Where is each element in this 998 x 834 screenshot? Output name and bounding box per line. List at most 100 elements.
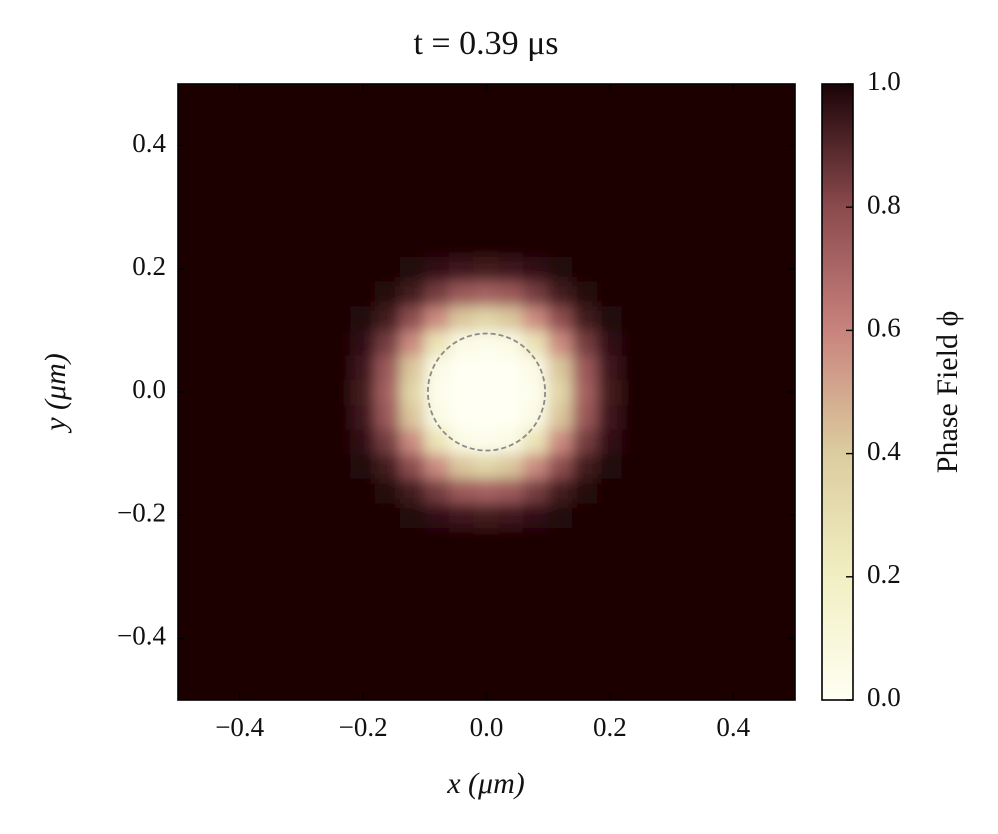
heatmap-cell bbox=[325, 132, 352, 159]
heatmap-cell bbox=[621, 403, 648, 430]
heatmap-cell bbox=[695, 551, 722, 578]
heatmap-cell bbox=[720, 453, 747, 479]
heatmap-cell bbox=[226, 132, 253, 159]
heatmap-cell bbox=[300, 84, 327, 110]
heatmap-cell bbox=[350, 354, 376, 381]
heatmap-cell bbox=[769, 650, 795, 676]
heatmap-cell bbox=[350, 157, 376, 184]
heatmap-cell bbox=[300, 182, 327, 208]
heatmap-cell bbox=[473, 403, 500, 430]
heatmap-cell bbox=[473, 502, 500, 529]
heatmap-cell bbox=[325, 453, 352, 479]
heatmap-cell bbox=[621, 576, 648, 602]
heatmap-cell bbox=[621, 84, 648, 110]
heatmap-cell bbox=[745, 551, 771, 578]
heatmap-cell bbox=[498, 354, 525, 381]
heatmap-cell bbox=[325, 674, 352, 700]
heatmap-cell bbox=[621, 206, 648, 233]
heatmap-cell bbox=[300, 477, 327, 504]
heatmap-cell bbox=[597, 600, 623, 627]
heatmap-cell bbox=[473, 206, 500, 233]
heatmap-cell bbox=[523, 600, 549, 627]
heatmap-cell bbox=[745, 354, 771, 381]
heatmap-cell bbox=[547, 551, 574, 578]
heatmap-cell bbox=[399, 576, 426, 602]
heatmap-cell bbox=[547, 527, 574, 553]
heatmap-cell bbox=[178, 182, 204, 208]
heatmap-cell bbox=[374, 502, 401, 529]
heatmap-cell bbox=[498, 132, 525, 159]
heatmap-cell bbox=[374, 527, 401, 553]
heatmap-cell bbox=[448, 453, 475, 479]
heatmap-cell bbox=[695, 305, 722, 331]
heatmap-cell bbox=[473, 231, 500, 257]
heatmap-cell bbox=[276, 428, 302, 455]
heatmap-cell bbox=[251, 231, 278, 257]
heatmap-cell bbox=[424, 428, 450, 455]
heatmap-cell bbox=[300, 255, 327, 282]
heatmap-cell bbox=[547, 329, 574, 356]
heatmap-cell bbox=[769, 354, 795, 381]
heatmap-cell bbox=[695, 527, 722, 553]
heatmap-cell bbox=[572, 576, 599, 602]
y-tick-label: −0.4 bbox=[117, 621, 166, 651]
heatmap-cell bbox=[695, 157, 722, 184]
heatmap-cell bbox=[621, 551, 648, 578]
heatmap-cell bbox=[202, 329, 228, 356]
heatmap-cell bbox=[745, 600, 771, 627]
heatmap-cell bbox=[720, 305, 747, 331]
heatmap-cell bbox=[300, 502, 327, 529]
heatmap-cell bbox=[523, 108, 549, 134]
heatmap-cell bbox=[523, 625, 549, 652]
heatmap-cell bbox=[374, 477, 401, 504]
heatmap-cell bbox=[350, 551, 376, 578]
heatmap-cell bbox=[276, 206, 302, 233]
heatmap-cell bbox=[671, 206, 697, 233]
heatmap-cell bbox=[671, 477, 697, 504]
heatmap-cell bbox=[547, 354, 574, 381]
heatmap-cell bbox=[276, 502, 302, 529]
colorbar-tick-label: 0.0 bbox=[867, 682, 901, 712]
heatmap-cell bbox=[300, 527, 327, 553]
heatmap-cell bbox=[597, 625, 623, 652]
heatmap-cell bbox=[695, 84, 722, 110]
heatmap-cell bbox=[572, 453, 599, 479]
heatmap-cell bbox=[547, 502, 574, 529]
heatmap-cell bbox=[646, 453, 673, 479]
heatmap-cell bbox=[523, 305, 549, 331]
heatmap-cell bbox=[325, 428, 352, 455]
heatmap-cell bbox=[671, 255, 697, 282]
heatmap-cell bbox=[226, 576, 253, 602]
heatmap-cell bbox=[769, 280, 795, 307]
heatmap-cell bbox=[671, 354, 697, 381]
heatmap-cell bbox=[202, 403, 228, 430]
heatmap-cell bbox=[572, 329, 599, 356]
heatmap-cell bbox=[671, 157, 697, 184]
heatmap-cell bbox=[202, 453, 228, 479]
heatmap-cell bbox=[350, 576, 376, 602]
heatmap-cell bbox=[448, 231, 475, 257]
heatmap-cell bbox=[695, 453, 722, 479]
heatmap-cell bbox=[178, 157, 204, 184]
heatmap-cell bbox=[720, 403, 747, 430]
heatmap-cell bbox=[448, 403, 475, 430]
heatmap-cell bbox=[646, 576, 673, 602]
heatmap-cell bbox=[399, 502, 426, 529]
heatmap-cell bbox=[448, 600, 475, 627]
colorbar-label: Phase Field ϕ bbox=[931, 311, 964, 473]
heatmap-cell bbox=[448, 329, 475, 356]
heatmap-cell bbox=[448, 625, 475, 652]
heatmap-cell bbox=[547, 206, 574, 233]
heatmap-cell bbox=[350, 428, 376, 455]
heatmap-cell bbox=[202, 502, 228, 529]
heatmap-cell bbox=[646, 650, 673, 676]
heatmap-cell bbox=[547, 84, 574, 110]
heatmap-cell bbox=[646, 305, 673, 331]
heatmap-cell bbox=[646, 329, 673, 356]
heatmap-cell bbox=[300, 354, 327, 381]
x-tick-label: −0.2 bbox=[339, 712, 388, 742]
heatmap-cell bbox=[498, 674, 525, 700]
heatmap-cell bbox=[769, 108, 795, 134]
heatmap-cell bbox=[523, 354, 549, 381]
heatmap-cell bbox=[769, 428, 795, 455]
